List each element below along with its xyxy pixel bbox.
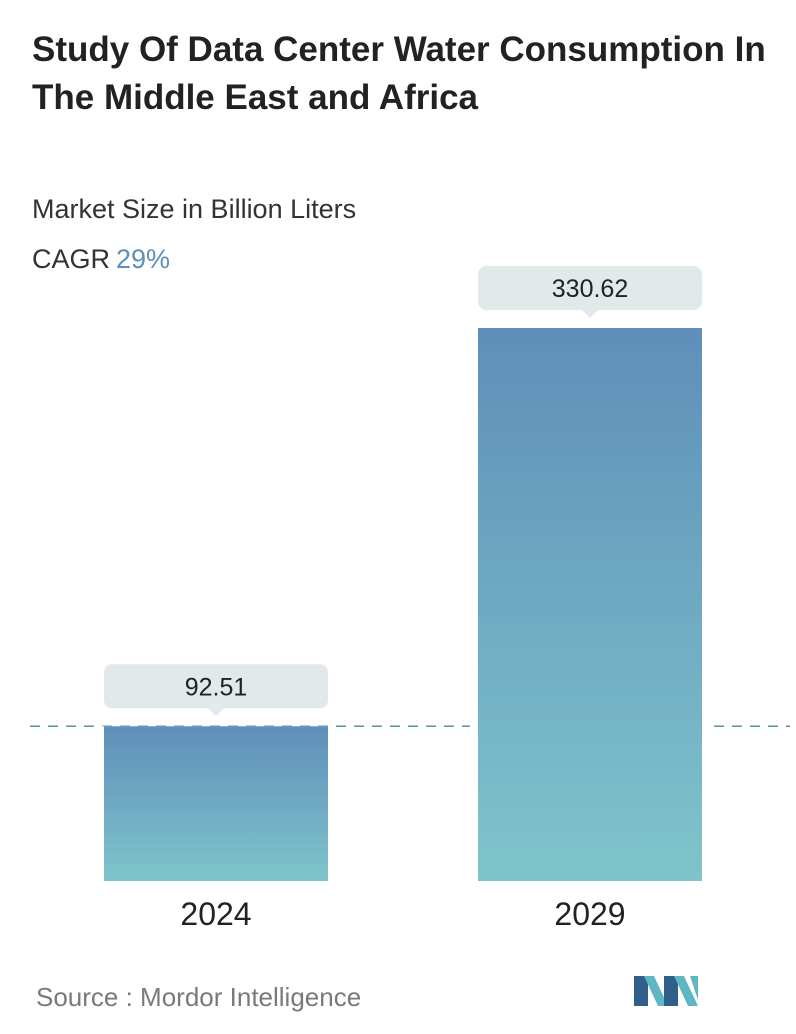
- x-tick-label: 2024: [180, 896, 251, 932]
- value-label-bubble: [478, 266, 702, 310]
- value-label: 92.51: [185, 673, 248, 701]
- bar-2024: [104, 726, 328, 881]
- cagr-value: 29%: [116, 244, 171, 274]
- chart-subtitle: Market Size in Billion Liters: [32, 194, 357, 224]
- value-label-pointer: [582, 310, 598, 318]
- bar-chart: 92.51 2024 330.62 2029: [30, 266, 790, 932]
- bar-2029: [478, 328, 702, 881]
- mordor-intelligence-logo-icon: [634, 976, 698, 1006]
- cagr-line: CAGR 29%: [32, 244, 170, 275]
- value-label-pointer: [208, 708, 224, 717]
- value-label: 330.62: [552, 275, 628, 303]
- source-text: Source : Mordor Intelligence: [36, 982, 362, 1012]
- chart-title: Study Of Data Center Water Consumption I…: [32, 30, 766, 117]
- x-tick-label: 2029: [554, 896, 625, 932]
- value-label-bubble: [104, 664, 328, 709]
- cagr-label: CAGR: [32, 244, 111, 274]
